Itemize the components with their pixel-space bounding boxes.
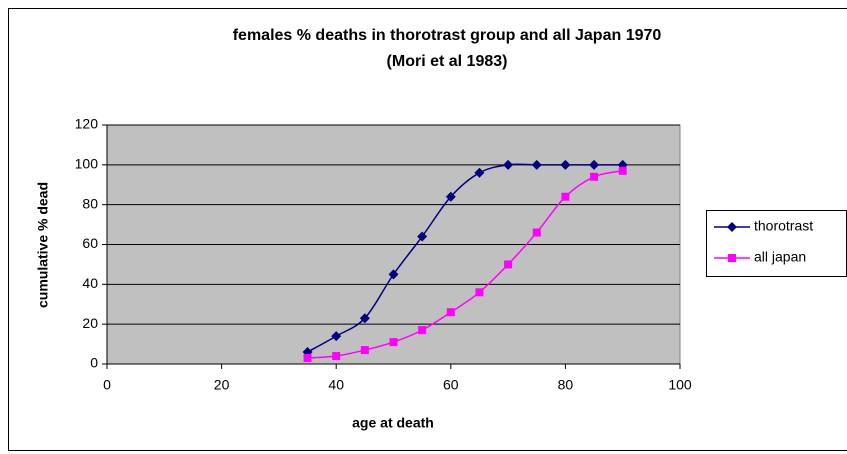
marker bbox=[303, 354, 312, 363]
marker bbox=[727, 222, 737, 232]
marker bbox=[504, 260, 513, 269]
marker bbox=[332, 352, 341, 361]
marker bbox=[728, 254, 736, 262]
x-tick-label: 80 bbox=[558, 377, 574, 393]
legend bbox=[706, 210, 847, 277]
y-tick-label: 80 bbox=[82, 195, 98, 211]
marker bbox=[503, 159, 514, 170]
marker bbox=[531, 159, 542, 170]
marker bbox=[561, 192, 570, 201]
y-tick-label: 20 bbox=[82, 315, 98, 331]
marker bbox=[389, 338, 398, 347]
marker bbox=[417, 231, 428, 242]
marker bbox=[532, 228, 541, 237]
chart-title: (Mori et al 1983) bbox=[387, 53, 508, 70]
marker bbox=[388, 269, 399, 280]
marker bbox=[446, 308, 455, 317]
y-tick-label: 120 bbox=[75, 116, 99, 132]
marker bbox=[360, 346, 369, 355]
marker bbox=[474, 167, 485, 178]
x-tick-label: 60 bbox=[443, 377, 459, 393]
chart-title: females % deaths in thorotrast group and… bbox=[233, 27, 662, 44]
marker bbox=[560, 159, 571, 170]
y-tick-label: 100 bbox=[75, 156, 99, 172]
y-tick-label: 60 bbox=[82, 235, 98, 251]
marker bbox=[331, 331, 342, 342]
marker bbox=[475, 288, 484, 297]
marker bbox=[618, 166, 627, 175]
x-tick-label: 100 bbox=[668, 377, 692, 393]
y-tick-label: 0 bbox=[90, 355, 98, 371]
legend-label: thorotrast bbox=[754, 218, 813, 234]
y-axis-label: cumulative % dead bbox=[35, 182, 51, 308]
marker bbox=[418, 326, 427, 335]
x-tick-label: 20 bbox=[214, 377, 230, 393]
marker bbox=[359, 313, 370, 324]
marker bbox=[590, 172, 599, 181]
marker bbox=[589, 159, 600, 170]
legend-label: all japan bbox=[754, 249, 806, 265]
y-tick-label: 40 bbox=[82, 275, 98, 291]
marker bbox=[445, 191, 456, 202]
x-axis-label: age at death bbox=[352, 415, 434, 431]
x-tick-label: 0 bbox=[103, 377, 111, 393]
x-tick-label: 40 bbox=[328, 377, 344, 393]
